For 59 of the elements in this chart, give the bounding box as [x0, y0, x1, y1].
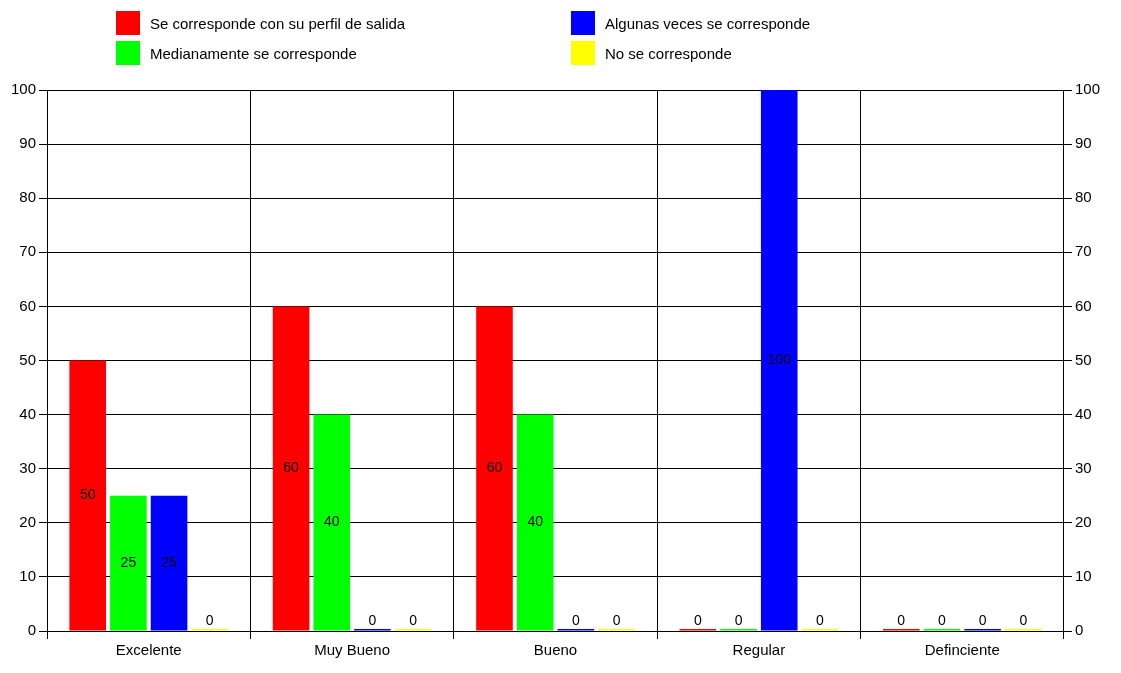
legend-label: Algunas veces se corresponde — [605, 14, 811, 32]
y2-tick-label: 80 — [1074, 188, 1092, 206]
x-tick-label: Bueno — [533, 641, 578, 659]
data-label: 0 — [571, 612, 580, 629]
legend-label: No se corresponde — [605, 44, 732, 62]
legend-label: Se corresponde con su perfil de salida — [150, 14, 406, 32]
y-tick-label: 0 — [27, 621, 37, 639]
data-label: 0 — [978, 612, 987, 629]
data-label: 0 — [734, 612, 743, 629]
y-tick-label: 90 — [19, 134, 37, 152]
data-label: 0 — [938, 612, 947, 629]
data-label: 0 — [1019, 612, 1028, 629]
x-tick-label: Regular — [732, 641, 786, 659]
y2-tick-label: 50 — [1074, 350, 1092, 368]
y2-tick-label: 10 — [1074, 567, 1092, 585]
data-label: 100 — [767, 351, 792, 368]
y-tick-label: 40 — [19, 404, 37, 422]
bar — [760, 90, 798, 631]
y2-tick-label: 70 — [1074, 242, 1092, 260]
bar — [69, 360, 107, 631]
y2-tick-label: 20 — [1074, 512, 1092, 530]
y2-tick-label: 100 — [1074, 80, 1100, 98]
data-label: 40 — [323, 513, 340, 530]
y2-tick-label: 0 — [1074, 621, 1084, 639]
data-label: 60 — [486, 459, 503, 476]
bar — [516, 414, 554, 631]
x-tick-label: Excelente — [115, 641, 182, 659]
bar — [313, 414, 351, 631]
data-label: 25 — [120, 553, 137, 570]
y2-tick-label: 40 — [1074, 404, 1092, 422]
y-tick-label: 80 — [19, 188, 37, 206]
y-tick-label: 10 — [19, 567, 37, 585]
bar — [272, 306, 310, 631]
bar — [110, 495, 147, 631]
y-tick-label: 50 — [19, 350, 37, 368]
data-label: 0 — [612, 612, 621, 629]
data-label: 50 — [79, 486, 96, 503]
y-tick-label: 20 — [19, 512, 37, 530]
data-label: 0 — [693, 612, 702, 629]
data-label: 0 — [816, 612, 825, 629]
data-label: 0 — [409, 612, 418, 629]
y-tick-label: 70 — [19, 242, 37, 260]
data-label: 60 — [283, 459, 300, 476]
data-label: 40 — [527, 513, 544, 530]
y2-tick-label: 90 — [1074, 134, 1092, 152]
x-tick-label: Muy Bueno — [314, 641, 391, 659]
data-label: 0 — [205, 612, 214, 629]
y-tick-label: 60 — [19, 296, 37, 314]
bar — [476, 306, 513, 631]
legend-label: Medianamente se corresponde — [150, 44, 357, 62]
bar — [150, 495, 188, 631]
x-tick-label: Definciente — [924, 641, 1000, 659]
y2-tick-label: 30 — [1074, 458, 1092, 476]
data-label: 25 — [161, 553, 178, 570]
y-tick-label: 30 — [19, 458, 37, 476]
y2-tick-label: 60 — [1074, 296, 1092, 314]
data-label: 0 — [897, 612, 906, 629]
y-tick-label: 100 — [11, 80, 37, 98]
data-label: 0 — [368, 612, 377, 629]
